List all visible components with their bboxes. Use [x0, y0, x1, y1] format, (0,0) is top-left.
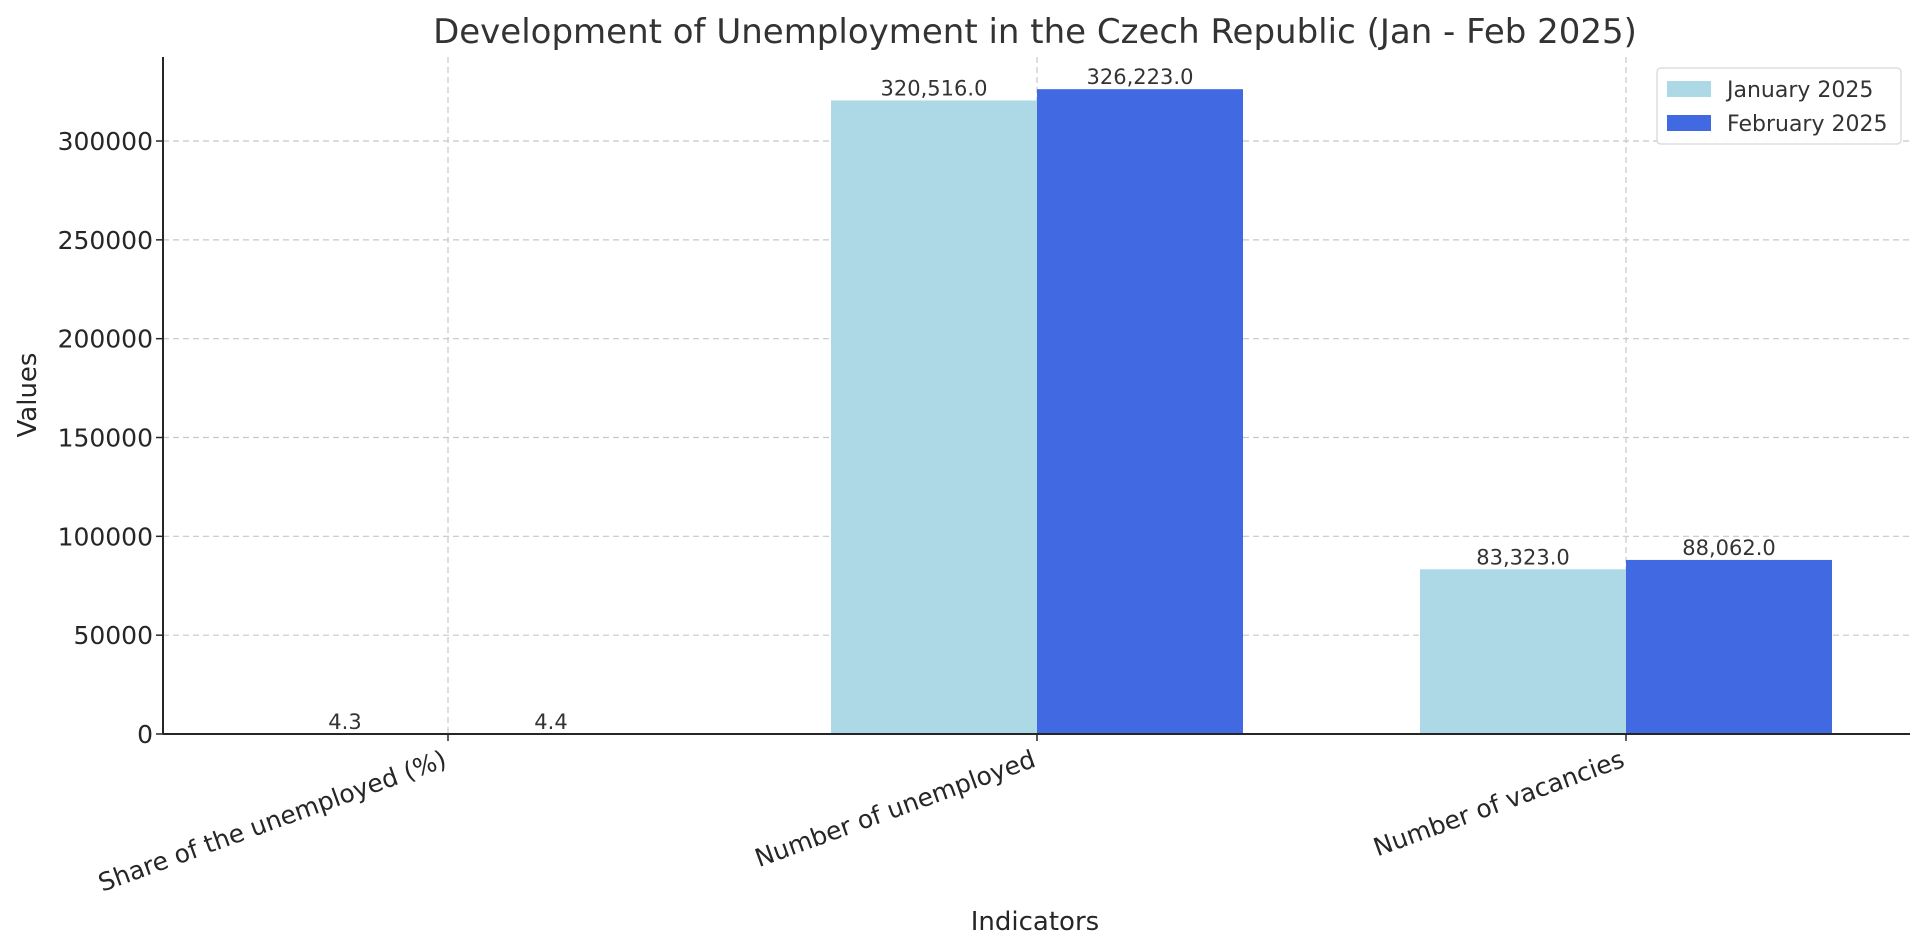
y-tick-label: 250000 [58, 226, 153, 255]
bar [831, 100, 1037, 734]
legend-swatch [1667, 81, 1711, 97]
legend-box [1656, 67, 1902, 145]
data-label: 4.3 [328, 710, 361, 734]
bar [1037, 89, 1243, 734]
y-tick-label: 300000 [58, 127, 153, 156]
chart-title: Development of Unemployment in the Czech… [433, 12, 1637, 52]
y-tick-label: 200000 [58, 325, 153, 354]
x-tick-label: Number of vacancies [1370, 744, 1629, 862]
x-axis-label: Indicators [971, 907, 1099, 937]
y-tick-label: 100000 [58, 522, 153, 551]
data-label: 4.4 [534, 710, 567, 734]
legend-label: February 2025 [1727, 112, 1887, 137]
x-tick-label: Share of the unemployed (%) [94, 744, 450, 897]
data-label: 326,223.0 [1087, 65, 1194, 89]
data-label: 320,516.0 [881, 76, 988, 100]
data-label: 88,062.0 [1682, 536, 1776, 560]
bar [1626, 559, 1832, 734]
y-tick-label: 50000 [73, 621, 153, 650]
legend: January 2025 February 2025 [1656, 67, 1902, 145]
bar [1420, 569, 1626, 734]
legend-label: January 2025 [1725, 78, 1873, 103]
bars [242, 89, 1832, 734]
y-tick-label: 0 [137, 720, 153, 749]
data-label: 83,323.0 [1476, 545, 1570, 569]
data-labels: 4.3 320,516.0 83,323.0 4.4 326,223.0 88,062.0 [328, 65, 1775, 734]
legend-swatch [1667, 115, 1711, 131]
x-tick-label: Number of unemployed [751, 744, 1039, 872]
y-axis-label: Values [13, 353, 43, 438]
y-tick-label: 150000 [58, 424, 153, 453]
